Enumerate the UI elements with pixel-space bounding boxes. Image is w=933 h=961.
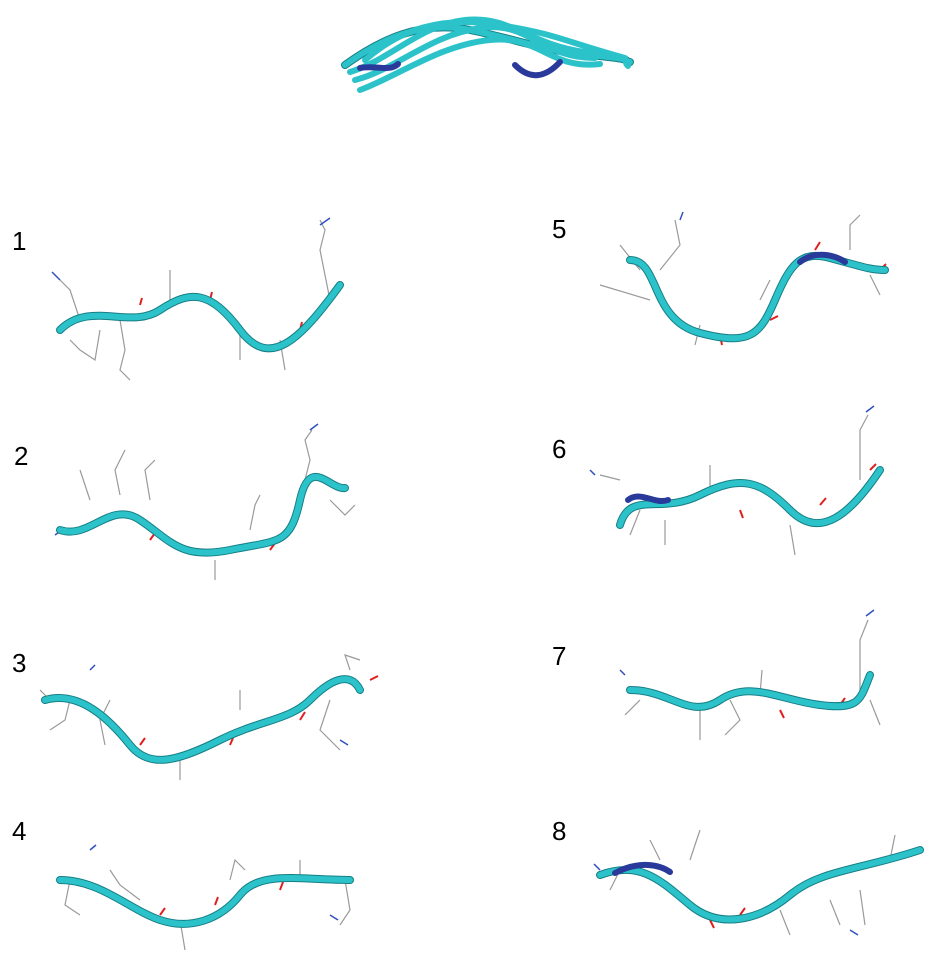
panel-5: 5 [552, 212, 886, 345]
panel-label: 3 [12, 648, 26, 678]
figure: 1 2 3 4 5 6 [0, 0, 933, 961]
panel-7: 7 [552, 610, 880, 740]
panel-8: 8 [552, 816, 920, 935]
panel-4: 4 [12, 816, 350, 950]
panel-1: 1 [12, 218, 340, 380]
panel-label: 1 [12, 226, 26, 256]
panel-label: 2 [14, 441, 28, 471]
panel-label: 7 [552, 641, 566, 671]
panel-3: 3 [12, 648, 378, 780]
panel-label: 4 [12, 816, 26, 846]
panel-label: 6 [552, 434, 566, 464]
panel-label: 5 [552, 214, 566, 244]
panel-label: 8 [552, 816, 566, 846]
ensemble-overlay [345, 19, 630, 90]
panel-2: 2 [14, 424, 355, 580]
panel-6: 6 [552, 406, 880, 555]
